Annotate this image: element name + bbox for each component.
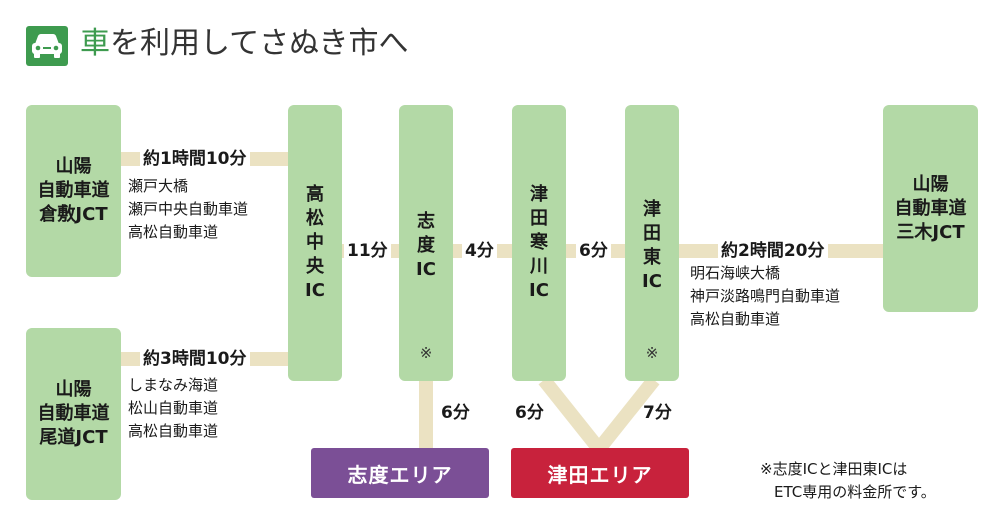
via-miki-2: 神戸淡路鳴門自動車道 xyxy=(690,287,841,305)
origin-kurashiki-jct: 山陽 自動車道 倉敷JCT xyxy=(26,105,121,277)
ic-tsudahigashi-etc-mark: ※ xyxy=(645,344,659,362)
time-higashi-to-area: 7分 xyxy=(643,403,672,423)
via-kurashiki-2: 瀬戸中央自動車道 xyxy=(128,200,249,218)
origin-kurashiki-label: 山陽 自動車道 倉敷JCT xyxy=(37,156,110,225)
etc-footnote: ※志度ICと津田東ICは ETC専用の料金所です。 xyxy=(760,458,936,504)
time-sangawa-higashi: 6分 xyxy=(576,240,611,262)
road-shido-area xyxy=(419,380,433,450)
via-kurashiki: 瀬戸大橋 瀬戸中央自動車道 高松自動車道 xyxy=(128,175,248,244)
destination-miki-jct: 山陽 自動車道 三木JCT xyxy=(883,105,978,312)
time-shido-to-area: 6分 xyxy=(441,403,470,423)
title-rest: を利用してさぬき市へ xyxy=(110,26,409,61)
ic-shido: 志 度 IC ※ xyxy=(399,105,453,381)
via-onomichi-1: しまなみ海道 xyxy=(128,376,219,394)
via-kurashiki-3: 高松自動車道 xyxy=(128,223,219,241)
via-miki-3: 高松自動車道 xyxy=(690,310,781,328)
time-takamatsu-shido: 11分 xyxy=(344,240,391,262)
etc-footnote-line2: ETC専用の料金所です。 xyxy=(774,483,936,501)
ic-takamatsu-chuo: 高 松 中 央 IC xyxy=(288,105,342,381)
via-onomichi: しまなみ海道 松山自動車道 高松自動車道 xyxy=(128,374,218,443)
page-title: 車を利用してさぬき市へ xyxy=(80,20,409,68)
ic-sangawa-label: 津 田 寒 川 IC xyxy=(529,184,549,301)
etc-footnote-line1: ※志度ICと津田東ICは xyxy=(760,460,908,478)
via-miki: 明石海峡大橋 神戸淡路鳴門自動車道 高松自動車道 xyxy=(690,262,840,331)
ic-tsuda-sangawa: 津 田 寒 川 IC xyxy=(512,105,566,381)
ic-takamatsu-label: 高 松 中 央 IC xyxy=(305,184,325,301)
origin-onomichi-label: 山陽 自動車道 尾道JCT xyxy=(37,379,110,448)
time-kurashiki: 約1時間10分 xyxy=(140,148,250,170)
area-shido: 志度エリア xyxy=(311,448,489,498)
origin-onomichi-jct: 山陽 自動車道 尾道JCT xyxy=(26,328,121,500)
ic-tsudahigashi-label: 津 田 東 IC xyxy=(642,199,662,292)
time-miki: 約2時間20分 xyxy=(718,240,828,262)
ic-shido-etc-mark: ※ xyxy=(419,344,433,362)
via-kurashiki-1: 瀬戸大橋 xyxy=(128,177,189,195)
via-miki-1: 明石海峡大橋 xyxy=(690,264,781,282)
time-sangawa-to-area: 6分 xyxy=(515,403,544,423)
destination-miki-label: 山陽 自動車道 三木JCT xyxy=(894,173,967,243)
time-onomichi: 約3時間10分 xyxy=(140,348,250,370)
ic-tsuda-higashi: 津 田 東 IC ※ xyxy=(625,105,679,381)
car-icon xyxy=(26,26,68,66)
time-shido-sangawa: 4分 xyxy=(462,240,497,262)
ic-shido-label: 志 度 IC xyxy=(416,211,436,280)
area-tsuda: 津田エリア xyxy=(511,448,689,498)
via-onomichi-2: 松山自動車道 xyxy=(128,399,219,417)
title-accent: 車 xyxy=(80,26,110,61)
via-onomichi-3: 高松自動車道 xyxy=(128,422,219,440)
